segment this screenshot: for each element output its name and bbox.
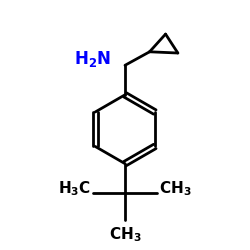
Text: $\mathbf{H_3C}$: $\mathbf{H_3C}$: [58, 179, 90, 198]
Text: $\mathbf{CH_3}$: $\mathbf{CH_3}$: [160, 179, 192, 198]
Text: $\mathbf{CH_3}$: $\mathbf{CH_3}$: [109, 225, 141, 244]
Text: $\mathbf{H_2N}$: $\mathbf{H_2N}$: [74, 49, 112, 69]
